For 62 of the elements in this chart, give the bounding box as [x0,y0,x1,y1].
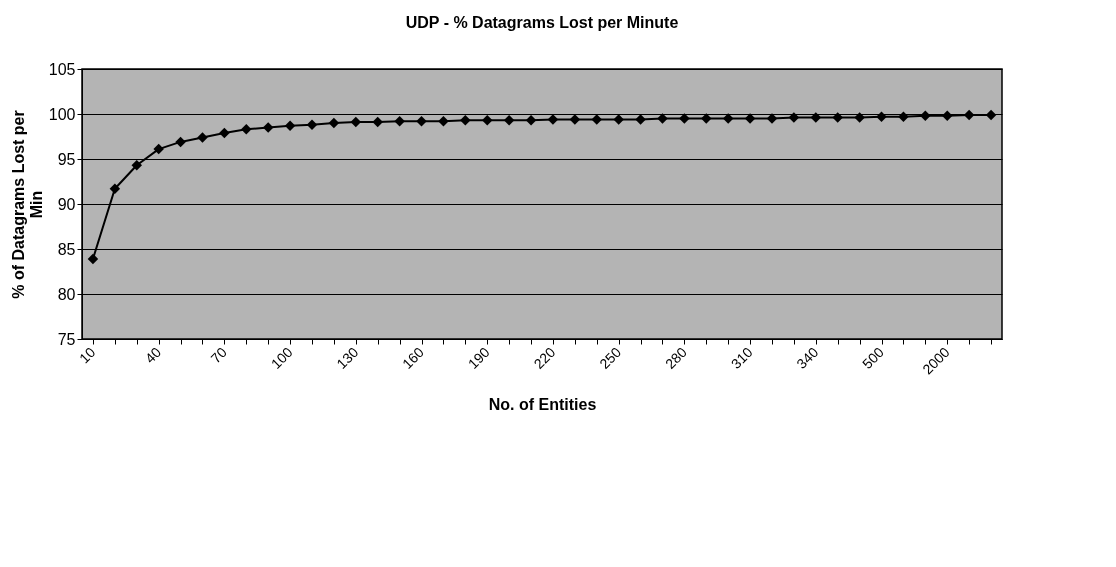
point [175,136,186,148]
y-axis-title: % of Datagrams Lost per Min [9,110,45,299]
point [788,112,800,123]
point [153,143,164,155]
point [635,114,646,125]
point [131,160,143,171]
y-tick-label: 105 [48,60,76,78]
point [328,117,340,129]
point [197,132,208,143]
point [898,111,909,122]
point [547,114,559,125]
point [219,127,230,139]
point [657,113,668,124]
point [591,114,603,125]
point [306,119,318,131]
x-tick-label: 500 [859,343,888,372]
x-tick-label: 190 [464,343,493,372]
point [766,113,778,124]
x-tick-label: 70 [207,343,230,367]
point [87,253,99,265]
point [284,120,296,131]
point [941,110,953,122]
point [241,124,252,135]
point [481,115,493,126]
point [503,115,515,126]
point [876,111,887,122]
x-axis-title: No. of Entities [488,396,597,414]
x-tick-label: 310 [727,343,756,372]
point [679,113,690,124]
point [416,115,427,127]
x-tick-label: 10 [76,343,99,367]
point [744,113,756,124]
y-tick-label: 75 [57,330,76,348]
x-tick-label: 250 [596,343,625,372]
point [372,116,383,128]
point [525,115,537,126]
point [438,115,449,127]
x-tick-label: 160 [399,343,428,372]
point [460,115,471,126]
chart-title: UDP - % Datagrams Lost per Minute [405,14,679,31]
point [701,113,712,124]
point [920,110,931,122]
x-tick-label: 340 [793,343,822,372]
point [109,183,121,194]
y-tick-label: 100 [48,105,76,123]
x-tick-label: 100 [267,343,296,372]
y-tick-label: 85 [57,240,76,258]
point [394,115,405,127]
point [722,113,734,124]
x-tick-label: 40 [141,343,165,367]
x-tick-label: 220 [530,343,559,372]
point [569,114,581,125]
y-tick-label: 90 [57,195,76,213]
point [262,122,274,133]
point [832,112,843,123]
x-tick-label: 280 [662,343,690,372]
point [810,112,822,123]
x-tick-label: 130 [333,343,362,372]
y-tick-label: 80 [57,285,76,303]
y-tick-label: 95 [57,150,76,168]
point [854,112,865,123]
point [613,114,624,125]
